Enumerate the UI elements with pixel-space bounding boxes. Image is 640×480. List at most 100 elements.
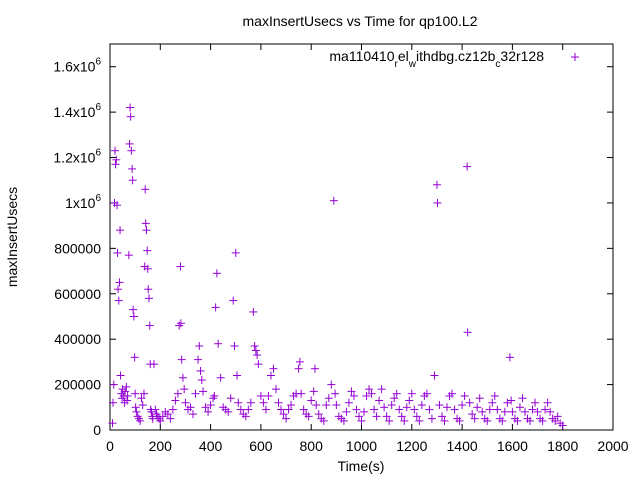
data-point — [400, 416, 409, 425]
data-point — [249, 307, 258, 316]
data-point — [295, 357, 304, 366]
x-tick-label: 2000 — [597, 438, 628, 454]
data-point — [322, 401, 331, 410]
data-point — [259, 398, 268, 407]
data-point — [266, 371, 275, 380]
data-point — [177, 355, 186, 364]
data-point — [507, 396, 516, 405]
data-point — [256, 391, 265, 400]
plot-frame — [109, 43, 614, 431]
x-tick-label: 800 — [300, 438, 324, 454]
data-point — [450, 405, 459, 414]
data-point — [269, 364, 278, 373]
data-point — [475, 394, 484, 403]
data-point — [339, 416, 348, 425]
data-point — [224, 407, 233, 416]
data-point — [282, 414, 291, 423]
data-point — [551, 416, 560, 425]
data-point — [397, 412, 406, 421]
data-point — [141, 185, 150, 194]
data-point — [158, 412, 167, 421]
y-axis-label: maxInsertUsecs — [4, 187, 20, 287]
data-point — [129, 312, 138, 321]
data-point — [209, 394, 218, 403]
data-point — [443, 403, 452, 412]
data-point — [216, 373, 225, 382]
data-point — [132, 407, 141, 416]
data-point — [354, 412, 363, 421]
data-point — [123, 396, 132, 405]
data-point — [246, 398, 255, 407]
data-point — [131, 389, 140, 398]
data-point — [147, 407, 156, 416]
data-point — [430, 371, 439, 380]
data-point — [365, 385, 374, 394]
data-point — [254, 360, 263, 369]
data-point — [121, 387, 130, 396]
data-point — [142, 226, 151, 235]
data-point — [131, 403, 140, 412]
data-point — [175, 321, 184, 330]
data-point — [127, 146, 136, 155]
data-point — [271, 385, 280, 394]
data-point — [448, 389, 457, 398]
data-point — [136, 416, 145, 425]
data-point — [138, 401, 147, 410]
data-point — [541, 405, 550, 414]
data-point — [116, 226, 125, 235]
data-point — [233, 371, 242, 380]
y-tick-label: 400000 — [54, 331, 101, 347]
data-point — [231, 248, 240, 257]
data-point — [375, 396, 384, 405]
data-point — [342, 407, 351, 416]
data-point — [108, 419, 117, 428]
data-point — [186, 403, 195, 412]
legend-label: ma110410relwithdbg.cz12bc32r128 — [329, 48, 544, 70]
data-point — [191, 389, 200, 398]
data-point — [309, 387, 318, 396]
legend: ma110410relwithdbg.cz12bc32r128 — [329, 48, 579, 70]
data-point — [331, 389, 340, 398]
data-point — [327, 380, 336, 389]
y-tick-label: 600000 — [54, 286, 101, 302]
data-point — [422, 389, 431, 398]
data-point — [253, 351, 262, 360]
data-point — [128, 176, 137, 185]
data-point — [310, 364, 319, 373]
data-point — [372, 412, 381, 421]
data-point — [212, 269, 221, 278]
data-point — [163, 410, 172, 419]
data-point — [526, 416, 535, 425]
data-point — [144, 285, 153, 294]
data-point — [546, 407, 555, 416]
y-tick-label: 200000 — [54, 377, 101, 393]
data-point — [407, 389, 416, 398]
x-tick-label: 1400 — [447, 438, 478, 454]
data-point — [168, 405, 177, 414]
data-point — [344, 398, 353, 407]
data-point — [156, 416, 165, 425]
data-point — [329, 196, 338, 205]
data-point — [176, 319, 185, 328]
data-point — [380, 403, 389, 412]
data-point — [229, 296, 238, 305]
data-point — [111, 160, 120, 169]
x-tick-label: 1600 — [497, 438, 528, 454]
data-point — [360, 407, 369, 416]
data-point — [533, 407, 542, 416]
data-point — [473, 403, 482, 412]
data-point — [188, 410, 197, 419]
legend-marker-icon — [571, 53, 579, 61]
data-point — [109, 398, 118, 407]
data-point — [370, 405, 379, 414]
data-point — [500, 407, 509, 416]
data-point — [307, 396, 316, 405]
data-point — [145, 321, 154, 330]
data-point — [520, 407, 529, 416]
data-point — [129, 305, 138, 314]
data-point — [115, 278, 124, 287]
data-point — [515, 403, 524, 412]
data-point — [143, 246, 152, 255]
data-point — [470, 414, 479, 423]
data-point — [382, 412, 391, 421]
